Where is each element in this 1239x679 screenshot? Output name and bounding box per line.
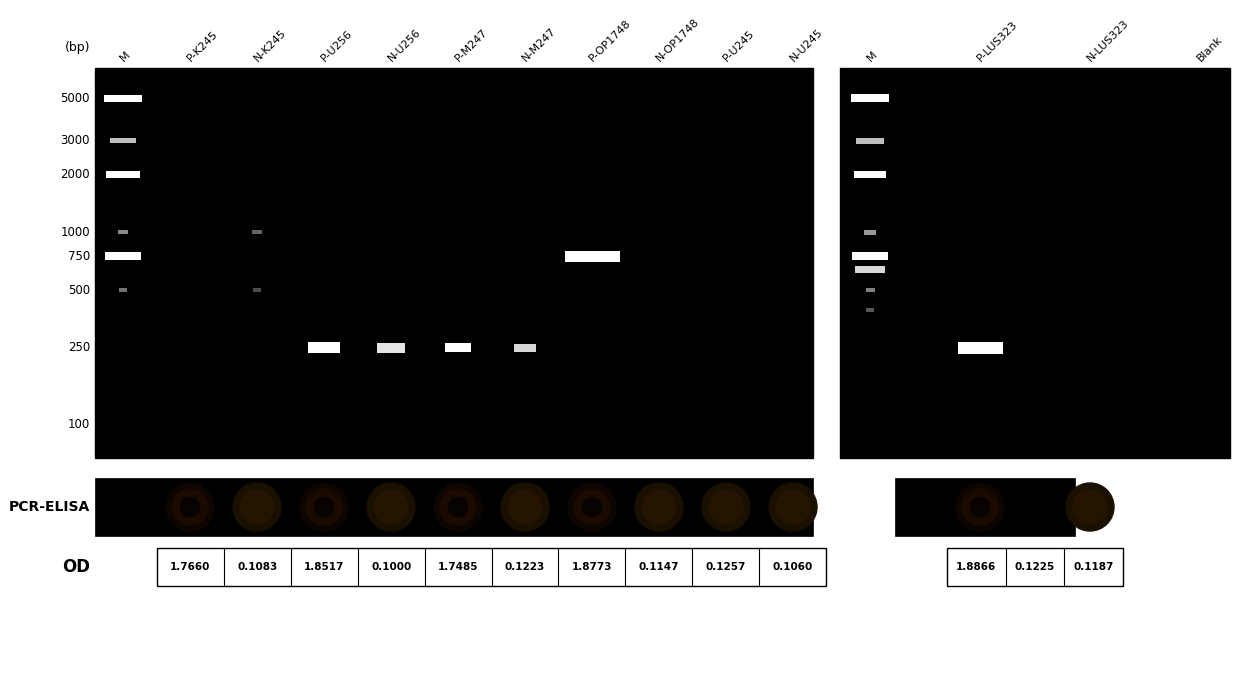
- Circle shape: [315, 498, 333, 517]
- Bar: [852, 253, 888, 260]
- Circle shape: [449, 498, 467, 517]
- Circle shape: [1066, 483, 1114, 531]
- Circle shape: [636, 483, 683, 531]
- Circle shape: [970, 498, 990, 517]
- Circle shape: [582, 498, 602, 517]
- Text: P-M247: P-M247: [453, 26, 489, 63]
- Bar: [895, 478, 1075, 536]
- Circle shape: [172, 489, 208, 525]
- Circle shape: [642, 490, 675, 524]
- Circle shape: [166, 483, 214, 531]
- Bar: [864, 230, 876, 235]
- Text: M: M: [865, 49, 878, 63]
- Circle shape: [1073, 490, 1106, 524]
- Text: 0.1000: 0.1000: [370, 562, 411, 572]
- Text: P-K245: P-K245: [185, 29, 219, 63]
- Bar: [947, 548, 1123, 586]
- Bar: [856, 138, 883, 144]
- Text: 500: 500: [68, 284, 90, 297]
- Text: N-OP1748: N-OP1748: [654, 16, 701, 63]
- Bar: [851, 94, 890, 103]
- Circle shape: [440, 489, 476, 525]
- Bar: [104, 94, 142, 102]
- Text: N-U245: N-U245: [788, 26, 824, 63]
- Bar: [854, 171, 886, 178]
- Circle shape: [434, 483, 482, 531]
- Circle shape: [703, 483, 750, 531]
- Circle shape: [574, 489, 610, 525]
- Circle shape: [300, 483, 348, 531]
- Bar: [445, 344, 471, 352]
- Bar: [565, 251, 620, 262]
- Bar: [958, 342, 1002, 354]
- Text: 5000: 5000: [61, 92, 90, 105]
- Text: 750: 750: [68, 250, 90, 263]
- Text: PCR-ELISA: PCR-ELISA: [9, 500, 90, 514]
- Circle shape: [769, 483, 817, 531]
- Text: OD: OD: [62, 558, 90, 576]
- Bar: [840, 68, 1230, 458]
- Bar: [95, 68, 813, 458]
- Text: 0.1147: 0.1147: [638, 562, 679, 572]
- Text: 100: 100: [68, 418, 90, 431]
- Bar: [377, 343, 405, 353]
- Circle shape: [709, 490, 743, 524]
- Circle shape: [181, 498, 199, 517]
- Text: P-U245: P-U245: [721, 28, 756, 63]
- Circle shape: [567, 483, 616, 531]
- Bar: [105, 253, 141, 260]
- Bar: [866, 288, 875, 292]
- Text: 1.7660: 1.7660: [170, 562, 211, 572]
- Circle shape: [367, 483, 415, 531]
- Bar: [514, 344, 536, 352]
- Bar: [855, 266, 885, 274]
- Text: N-K245: N-K245: [252, 27, 287, 63]
- Circle shape: [374, 490, 408, 524]
- Text: 1000: 1000: [61, 226, 90, 239]
- Text: 1.8773: 1.8773: [571, 562, 612, 572]
- Text: 0.1223: 0.1223: [504, 562, 545, 572]
- Text: P-U256: P-U256: [318, 28, 354, 63]
- Circle shape: [961, 489, 997, 525]
- Text: 0.1060: 0.1060: [772, 562, 813, 572]
- Text: P-LUS323: P-LUS323: [975, 19, 1020, 63]
- Text: 0.1225: 0.1225: [1015, 562, 1056, 572]
- Text: 0.1257: 0.1257: [705, 562, 746, 572]
- Text: P-OP1748: P-OP1748: [587, 17, 633, 63]
- Text: 0.1187: 0.1187: [1073, 562, 1114, 572]
- Circle shape: [776, 490, 810, 524]
- Circle shape: [240, 490, 274, 524]
- Text: Blank: Blank: [1194, 34, 1224, 63]
- Bar: [252, 230, 261, 234]
- Bar: [309, 342, 339, 354]
- Bar: [95, 478, 813, 536]
- Text: 1.8866: 1.8866: [957, 562, 996, 572]
- Bar: [110, 139, 136, 143]
- Text: 250: 250: [68, 342, 90, 354]
- Text: (bp): (bp): [64, 41, 90, 54]
- Circle shape: [233, 483, 281, 531]
- Circle shape: [306, 489, 342, 525]
- Text: M: M: [118, 49, 131, 63]
- Text: 3000: 3000: [61, 134, 90, 147]
- Bar: [119, 288, 128, 292]
- Text: 1.8517: 1.8517: [304, 562, 344, 572]
- Text: 0.1083: 0.1083: [237, 562, 278, 572]
- Text: N-M247: N-M247: [520, 25, 558, 63]
- Circle shape: [508, 490, 541, 524]
- Bar: [157, 548, 826, 586]
- Text: N-LUS323: N-LUS323: [1085, 18, 1130, 63]
- Bar: [107, 171, 140, 178]
- Text: 1.7485: 1.7485: [437, 562, 478, 572]
- Bar: [253, 288, 261, 292]
- Circle shape: [501, 483, 549, 531]
- Bar: [118, 230, 128, 234]
- Bar: [866, 308, 873, 312]
- Text: N-U256: N-U256: [385, 26, 422, 63]
- Text: 2000: 2000: [61, 168, 90, 181]
- Circle shape: [957, 483, 1004, 531]
